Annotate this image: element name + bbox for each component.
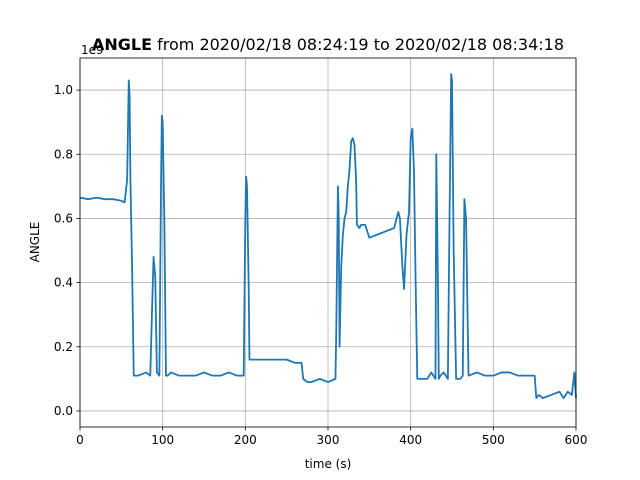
series-layer bbox=[79, 73, 577, 400]
chart-title-rest: from 2020/02/18 08:24:19 to 2020/02/18 0… bbox=[152, 35, 564, 54]
chart-title: ANGLE from 2020/02/18 08:24:19 to 2020/0… bbox=[92, 35, 564, 54]
x-tick-label: 300 bbox=[317, 433, 340, 447]
y-tick-label: 1.0 bbox=[54, 83, 73, 97]
y-tick-label: 0.4 bbox=[54, 276, 73, 290]
x-tick-label: 100 bbox=[151, 433, 174, 447]
series-line bbox=[79, 73, 577, 400]
x-tick-label: 0 bbox=[76, 433, 84, 447]
y-tick-label: 0.6 bbox=[54, 211, 73, 225]
axis-ticks: 0 100 200 300 400 500 600 0.0 0.2 0.4 0.6 0.8 1.0 bbox=[54, 83, 588, 447]
x-tick-label: 200 bbox=[234, 433, 257, 447]
x-tick-label: 500 bbox=[482, 433, 505, 447]
chart-title-bold: ANGLE bbox=[92, 35, 152, 54]
x-axis-label: time (s) bbox=[305, 457, 352, 471]
y-tick-label: 0.8 bbox=[54, 147, 73, 161]
x-tick-label: 400 bbox=[399, 433, 422, 447]
plot-frame bbox=[79, 57, 577, 428]
y-axis-label: ANGLE bbox=[28, 222, 42, 263]
x-tick-label: 600 bbox=[565, 433, 588, 447]
y-tick-label: 0.2 bbox=[54, 340, 73, 354]
y-offset-text: 1e9 bbox=[81, 43, 104, 57]
y-tick-label: 0.0 bbox=[54, 404, 73, 418]
